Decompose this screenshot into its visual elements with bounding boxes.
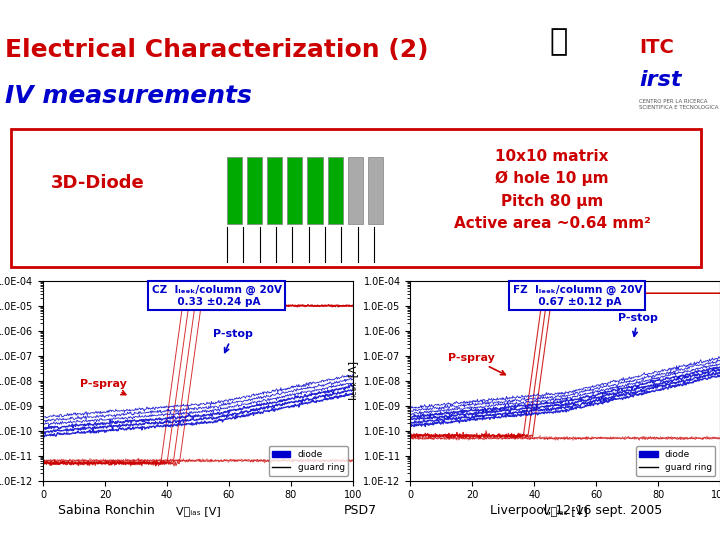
Bar — [328, 157, 343, 224]
Text: P-spray: P-spray — [81, 379, 127, 395]
Text: 🦁: 🦁 — [549, 27, 567, 56]
X-axis label: V₟ᵢₐₛ [V]: V₟ᵢₐₛ [V] — [543, 506, 588, 516]
Text: CZ  Iₗₑₔₖ/column @ 20V
       0.33 ±0.24 pA: CZ Iₗₑₔₖ/column @ 20V 0.33 ±0.24 pA — [152, 285, 282, 307]
X-axis label: V₟ᵢₐₛ [V]: V₟ᵢₐₛ [V] — [176, 506, 220, 516]
Y-axis label: Iₗₑₔₖ [A]: Iₗₑₔₖ [A] — [348, 361, 358, 400]
Bar — [267, 157, 282, 224]
Text: P-spray: P-spray — [448, 353, 505, 375]
Text: irst: irst — [639, 70, 682, 90]
Text: IV measurements: IV measurements — [6, 84, 252, 108]
Text: 3D-Diode: 3D-Diode — [51, 173, 145, 192]
Text: P-stop: P-stop — [618, 313, 657, 336]
Legend: diode, guard ring: diode, guard ring — [269, 447, 348, 476]
Bar — [307, 157, 323, 224]
Text: P-stop: P-stop — [214, 329, 253, 353]
Bar — [348, 157, 363, 224]
FancyBboxPatch shape — [11, 129, 701, 267]
Text: ITC: ITC — [639, 38, 674, 57]
Text: 10x10 matrix
Ø hole 10 µm
Pitch 80 µm
Active area ~0.64 mm²: 10x10 matrix Ø hole 10 µm Pitch 80 µm Ac… — [454, 148, 650, 231]
Text: CENTRO PER LA RICERCA
SCIENTIFICA E TECNOLOGICA: CENTRO PER LA RICERCA SCIENTIFICA E TECN… — [639, 99, 719, 110]
Text: FZ  Iₗₑₔₖ/column @ 20V
       0.67 ±0.12 pA: FZ Iₗₑₔₖ/column @ 20V 0.67 ±0.12 pA — [513, 285, 642, 307]
Bar — [368, 157, 383, 224]
Text: Electrical Characterization (2): Electrical Characterization (2) — [6, 38, 429, 62]
Bar — [227, 157, 242, 224]
Text: PSD7: PSD7 — [343, 504, 377, 517]
Text: Sabina Ronchin: Sabina Ronchin — [58, 504, 154, 517]
Bar — [247, 157, 262, 224]
Text: Liverpool, 12-16 sept. 2005: Liverpool, 12-16 sept. 2005 — [490, 504, 662, 517]
Bar — [287, 157, 302, 224]
Legend: diode, guard ring: diode, guard ring — [636, 447, 716, 476]
